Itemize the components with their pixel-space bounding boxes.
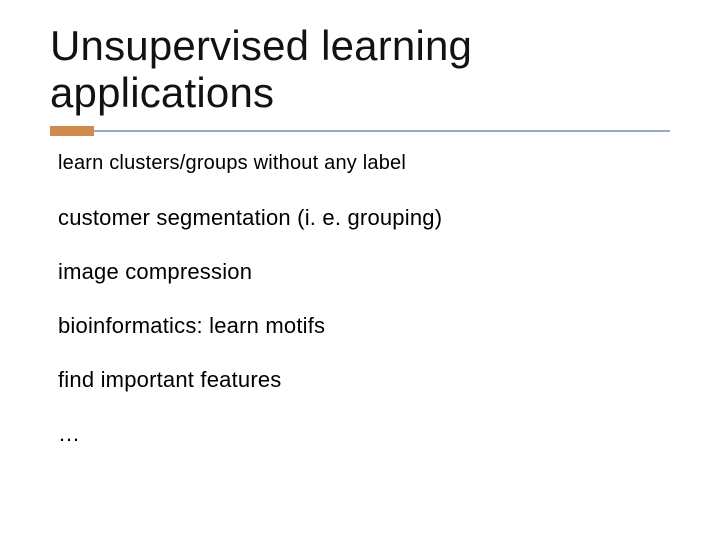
slide-body: learn clusters/groups without any label …: [50, 152, 670, 447]
rule-line: [94, 130, 670, 132]
slide: Unsupervised learning applications learn…: [0, 0, 720, 540]
bullet-item: image compression: [58, 259, 670, 285]
bullet-item: bioinformatics: learn motifs: [58, 313, 670, 339]
slide-title: Unsupervised learning applications: [50, 22, 670, 116]
rule-accent: [50, 126, 94, 136]
bullet-item: customer segmentation (i. e. grouping): [58, 205, 670, 231]
title-rule: [50, 126, 670, 136]
bullet-item: find important features: [58, 367, 670, 393]
bullet-item: learn clusters/groups without any label: [58, 152, 670, 175]
bullet-item: …: [58, 421, 670, 447]
